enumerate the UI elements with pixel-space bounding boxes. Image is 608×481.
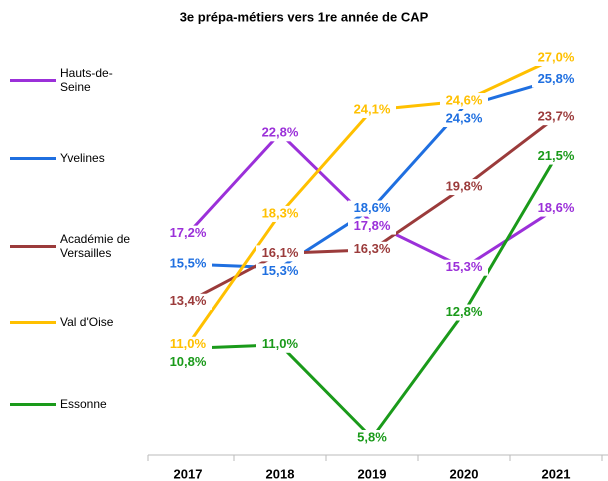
- label-bg: [256, 336, 304, 353]
- data-label: 18,3%: [262, 205, 299, 220]
- label-bg: [348, 200, 396, 217]
- data-label: 27,0%: [538, 49, 575, 64]
- legend-item: Yvelines: [0, 144, 150, 172]
- x-tick-label: 2019: [358, 466, 387, 481]
- data-label: 17,8%: [354, 218, 391, 233]
- data-label: 21,5%: [538, 148, 575, 163]
- data-label: 25,8%: [538, 71, 575, 86]
- legend-swatch: [10, 320, 56, 324]
- data-label: 22,8%: [262, 125, 299, 140]
- legend-item: Essonne: [0, 390, 150, 418]
- data-label: 18,6%: [354, 200, 391, 215]
- data-label: 24,6%: [446, 92, 483, 107]
- data-label: 11,0%: [170, 336, 207, 351]
- legend-label: Académie de Versailles: [60, 232, 131, 260]
- label-bg: [532, 50, 580, 66]
- label-bg: [440, 93, 488, 110]
- label-bg: [348, 430, 396, 446]
- data-label: 18,6%: [538, 200, 575, 215]
- data-label: 11,0%: [262, 336, 299, 351]
- label-bg: [348, 241, 396, 258]
- label-bg: [256, 125, 304, 142]
- data-label: 24,3%: [446, 110, 483, 125]
- label-bg: [440, 179, 488, 196]
- data-label: 13,4%: [170, 293, 207, 308]
- chart-title: 3e prépa-métiers vers 1re année de CAP: [180, 9, 429, 24]
- data-label: 15,3%: [446, 259, 483, 274]
- data-label: 16,3%: [354, 241, 391, 256]
- legend-item: Val d'Oise: [0, 308, 150, 336]
- label-bg: [256, 245, 304, 262]
- data-label: 23,7%: [538, 109, 575, 124]
- x-tick-label: 2020: [450, 466, 479, 481]
- label-bg: [440, 304, 488, 321]
- label-bg: [532, 109, 580, 126]
- label-bg: [348, 101, 396, 118]
- label-bg: [164, 225, 212, 242]
- label-bg: [348, 218, 396, 235]
- x-tick-label: 2018: [266, 466, 295, 481]
- label-bg: [532, 200, 580, 217]
- legend-swatch: [10, 78, 56, 82]
- x-tick-label: 2021: [542, 466, 571, 481]
- label-bg: [256, 263, 304, 280]
- legend-label: Essonne: [60, 397, 107, 411]
- data-label: 16,1%: [262, 245, 299, 260]
- series-line: [187, 155, 558, 441]
- label-bg: [164, 293, 212, 310]
- data-label: 15,3%: [262, 263, 299, 278]
- label-bg: [532, 71, 580, 88]
- label-bg: [164, 336, 212, 353]
- label-bg: [164, 256, 212, 273]
- data-label: 17,2%: [170, 225, 207, 240]
- legend-item: Hauts-de-Seine: [0, 66, 150, 94]
- legend-item: Académie de Versailles: [0, 232, 150, 260]
- data-label: 5,8%: [357, 429, 387, 444]
- label-bg: [440, 259, 488, 276]
- legend-label: Val d'Oise: [60, 315, 114, 329]
- label-bg: [532, 148, 580, 165]
- legend-swatch: [10, 244, 56, 248]
- data-label: 19,8%: [446, 178, 483, 193]
- x-tick-label: 2017: [174, 466, 203, 481]
- label-bg: [256, 205, 304, 222]
- data-label: 12,8%: [446, 304, 483, 319]
- data-label: 15,5%: [170, 256, 207, 271]
- legend-label: Yvelines: [60, 151, 105, 165]
- label-bg: [440, 111, 488, 128]
- legend-label: Hauts-de-Seine: [60, 66, 113, 94]
- label-bg: [164, 354, 212, 371]
- legend-swatch: [10, 156, 56, 160]
- data-label: 10,8%: [170, 354, 207, 369]
- legend-swatch: [10, 402, 56, 406]
- data-label: 24,1%: [354, 101, 391, 116]
